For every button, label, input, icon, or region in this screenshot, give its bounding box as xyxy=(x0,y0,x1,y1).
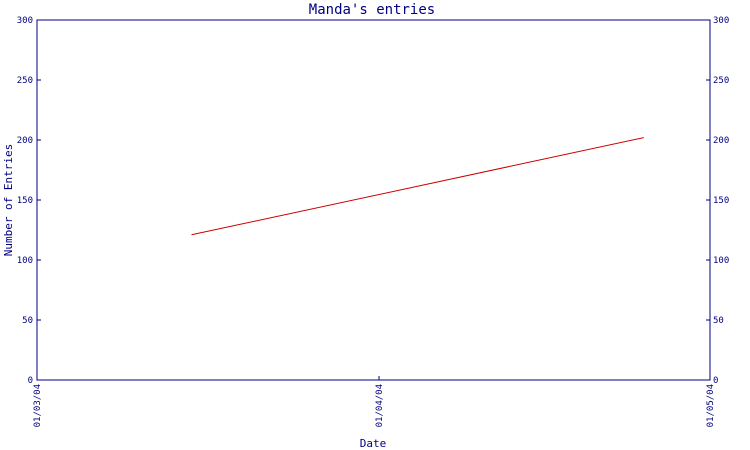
y-tick-label-left: 150 xyxy=(17,196,33,206)
y-tick-label-right: 250 xyxy=(713,76,729,86)
y-tick-label-left: 200 xyxy=(17,136,33,146)
x-axis: 01/03/04 01/04/04 01/05/04 xyxy=(33,376,716,427)
y-tick-label-left: 50 xyxy=(22,316,33,326)
y-tick-label-left: 300 xyxy=(17,16,33,26)
y-tick-label-right: 300 xyxy=(713,16,729,26)
plot-area-frame xyxy=(36,19,711,381)
y-axis-label: Number of Entries xyxy=(2,144,15,257)
y-tick-label-left: 250 xyxy=(17,76,33,86)
series-line xyxy=(191,137,644,236)
y-tick-label-right: 200 xyxy=(713,136,729,146)
x-tick-label: 01/03/04 xyxy=(33,384,43,427)
y-tick-label-right: 100 xyxy=(713,256,729,266)
y-tick-label-left: 100 xyxy=(17,256,33,266)
y-tick-label-right: 150 xyxy=(713,196,729,206)
y-axis-left: 0 50 100 150 200 250 300 xyxy=(17,16,41,386)
x-tick-label: 01/04/04 xyxy=(375,384,385,427)
series-layer xyxy=(191,137,644,236)
y-tick-label-right: 50 xyxy=(713,316,724,326)
chart-title: Manda's entries xyxy=(309,2,435,18)
y-axis-right: 0 50 100 150 200 250 300 xyxy=(706,16,729,386)
y-tick-label-left: 0 xyxy=(28,376,33,386)
y-tick-label-right: 0 xyxy=(713,376,718,386)
x-tick-label: 01/05/04 xyxy=(706,384,716,427)
x-axis-label: Date xyxy=(360,437,387,450)
